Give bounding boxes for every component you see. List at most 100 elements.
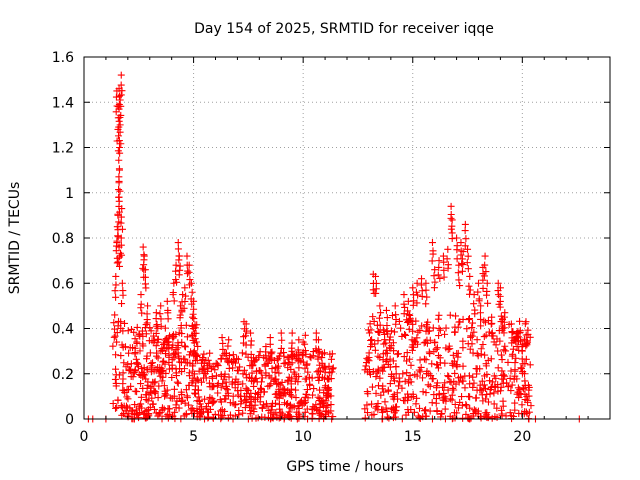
data-point (400, 353, 408, 361)
data-point (243, 327, 251, 335)
data-point (119, 380, 127, 388)
data-point (182, 411, 190, 419)
data-point (371, 340, 379, 348)
data-point (477, 322, 485, 330)
data-point (118, 279, 126, 287)
data-point (463, 259, 471, 267)
data-point (522, 408, 530, 416)
data-point (400, 291, 408, 299)
data-point (224, 356, 232, 364)
data-point (234, 378, 242, 386)
data-point (310, 385, 318, 393)
data-point (327, 401, 335, 409)
data-point (373, 369, 381, 377)
data-point (205, 408, 213, 416)
data-point (416, 326, 424, 334)
data-point (368, 411, 376, 419)
data-point (249, 361, 257, 369)
data-point (454, 269, 462, 277)
data-point (112, 293, 120, 301)
data-point (411, 371, 419, 379)
data-point (444, 245, 452, 253)
data-point (500, 346, 508, 354)
data-point (239, 370, 247, 378)
data-point (270, 410, 278, 418)
data-point (324, 384, 332, 392)
data-point (482, 318, 490, 326)
data-point (376, 321, 384, 329)
data-point (239, 409, 247, 417)
data-point (507, 320, 515, 328)
data-point (423, 293, 431, 301)
data-point (235, 406, 243, 414)
data-point (170, 392, 178, 400)
data-point (312, 329, 320, 337)
data-point (486, 377, 494, 385)
data-point (185, 351, 193, 359)
data-point (512, 354, 520, 362)
data-point (386, 380, 394, 388)
data-point (502, 347, 510, 355)
data-point (147, 383, 155, 391)
data-point (516, 389, 524, 397)
data-point (407, 393, 415, 401)
data-point (285, 373, 293, 381)
data-point (111, 287, 119, 295)
data-point (234, 355, 242, 363)
data-point (484, 299, 492, 307)
data-point (131, 401, 139, 409)
data-point (434, 271, 442, 279)
data-point (144, 410, 152, 418)
data-point (146, 349, 154, 357)
data-point (503, 379, 511, 387)
data-point (214, 389, 222, 397)
data-point (131, 387, 139, 395)
data-point (498, 356, 506, 364)
data-point (511, 372, 519, 380)
data-point (511, 366, 519, 374)
data-point (494, 279, 502, 287)
data-point (158, 377, 166, 385)
data-point (482, 360, 490, 368)
data-point (409, 320, 417, 328)
data-point (481, 385, 489, 393)
data-point (308, 374, 316, 382)
data-point (115, 165, 123, 173)
data-point (521, 381, 529, 389)
data-point (117, 71, 125, 79)
data-point (115, 123, 123, 131)
data-point (211, 366, 219, 374)
data-point (257, 393, 265, 401)
data-point (420, 339, 428, 347)
data-point (183, 392, 191, 400)
data-point (285, 355, 293, 363)
data-point (436, 274, 444, 282)
data-point (242, 399, 250, 407)
data-point (414, 328, 422, 336)
data-point (278, 336, 286, 344)
data-point (141, 273, 149, 281)
data-point (218, 406, 226, 414)
data-point (327, 392, 335, 400)
data-point (499, 371, 507, 379)
data-point (410, 408, 418, 416)
data-point (262, 400, 270, 408)
data-point (188, 404, 196, 412)
data-point (434, 364, 442, 372)
data-point (217, 407, 225, 415)
data-point (143, 319, 151, 327)
data-point (314, 406, 322, 414)
data-point (114, 147, 122, 155)
data-point (174, 239, 182, 247)
data-point (302, 350, 310, 358)
data-point (405, 317, 413, 325)
data-point (151, 378, 159, 386)
data-point (133, 409, 141, 417)
data-point (484, 398, 492, 406)
data-point (375, 314, 383, 322)
data-point (320, 389, 328, 397)
data-point (316, 386, 324, 394)
data-point (405, 311, 413, 319)
data-point (176, 358, 184, 366)
data-point (267, 380, 275, 388)
